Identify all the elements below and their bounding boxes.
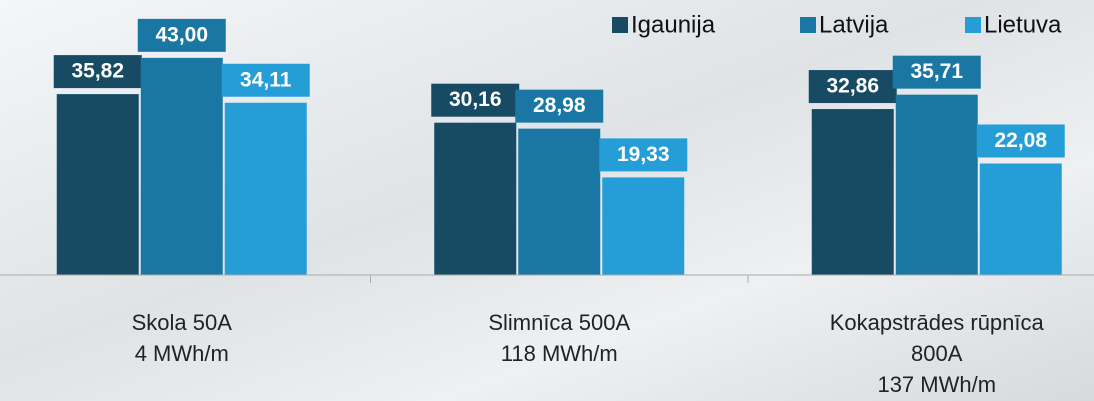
x-tick-label: Kokapstrādes rūpnīca — [830, 310, 1045, 335]
x-tick-label: 118 MWh/m — [501, 341, 618, 366]
bar — [518, 128, 601, 275]
bar — [140, 57, 223, 275]
bar — [979, 163, 1062, 275]
value-label: 22,08 — [994, 129, 1047, 152]
value-label-box — [431, 83, 520, 117]
bar — [602, 177, 685, 275]
bar — [224, 102, 307, 275]
value-label-box — [515, 89, 604, 123]
value-label-box — [808, 70, 897, 104]
bar — [895, 94, 978, 276]
value-label-box — [53, 55, 142, 89]
x-tick-label: 800A — [911, 341, 963, 366]
x-tick-label: 4 MWh/m — [135, 341, 229, 366]
value-label: 34,11 — [240, 68, 292, 91]
value-label-box — [976, 124, 1065, 158]
value-label: 43,00 — [155, 23, 208, 46]
legend-label: Igaunija — [631, 11, 716, 38]
legend-swatch — [965, 17, 981, 33]
value-label-box — [137, 18, 226, 52]
value-label: 32,86 — [826, 75, 879, 98]
value-label: 35,71 — [910, 60, 963, 83]
value-label-box — [599, 138, 688, 172]
value-label: 28,98 — [533, 94, 586, 117]
bar — [56, 94, 139, 275]
x-tick-label: Skola 50A — [132, 310, 233, 335]
legend-swatch — [800, 17, 816, 33]
legend-label: Lietuva — [984, 11, 1062, 38]
value-label: 30,16 — [449, 88, 502, 111]
value-label: 35,82 — [71, 60, 124, 83]
legend-label: Latvija — [819, 11, 889, 38]
bar — [434, 122, 517, 275]
value-label-box — [221, 63, 310, 97]
x-tick-label: Slimnīca 500A — [488, 310, 630, 335]
legend-swatch — [612, 17, 628, 33]
bar — [811, 109, 894, 275]
value-label: 19,33 — [617, 143, 670, 166]
x-tick-label: 137 MWh/m — [877, 372, 996, 397]
value-label-box — [892, 55, 981, 89]
